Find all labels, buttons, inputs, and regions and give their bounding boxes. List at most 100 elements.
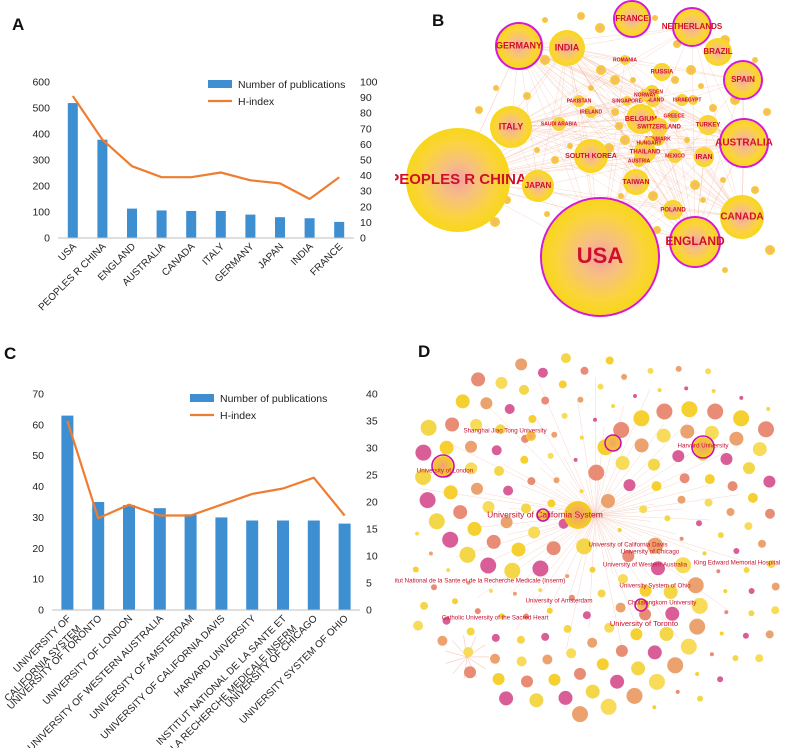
institution-minor-node xyxy=(579,435,584,440)
bar-6 xyxy=(215,210,226,238)
institution-minor-node xyxy=(733,548,740,554)
institution-minor-node xyxy=(622,550,635,563)
country-node-ring xyxy=(669,216,721,268)
country-node xyxy=(671,218,719,266)
institution-minor-node xyxy=(771,582,780,591)
country-label: GREECE xyxy=(663,113,685,119)
country-label: NORWAY xyxy=(634,92,657,98)
institution-minor-node xyxy=(519,384,529,395)
institution-minor-node xyxy=(560,353,571,364)
institution-minor-node xyxy=(538,588,543,593)
institution-label: University of California Davis xyxy=(588,542,667,549)
institution-minor-node xyxy=(618,574,628,584)
minor-node xyxy=(493,85,499,91)
left-tick-label: 30 xyxy=(32,512,44,524)
institution-minor-node xyxy=(551,431,558,438)
institution-minor-node xyxy=(466,627,475,636)
right-tick-label: 70 xyxy=(360,123,372,135)
minor-node xyxy=(765,245,775,255)
country-label: SWEDEN xyxy=(641,89,663,95)
institution-minor-node xyxy=(420,419,437,436)
institution-minor-node xyxy=(471,372,486,387)
country-label: SAUDI ARABIA xyxy=(541,121,578,127)
institution-minor-node xyxy=(528,415,537,423)
institution-minor-node xyxy=(626,687,643,704)
minor-node xyxy=(751,186,759,194)
right-tick-label: 30 xyxy=(366,443,378,455)
right-tick-label: 60 xyxy=(360,139,372,151)
institution-minor-node xyxy=(566,648,577,659)
right-tick-label: 80 xyxy=(360,108,372,120)
country-node xyxy=(585,106,597,118)
left-tick-label: 600 xyxy=(32,77,50,89)
institution-minor-node xyxy=(442,616,451,625)
institution-minor-node xyxy=(500,516,513,529)
institution-minor-node xyxy=(577,396,584,403)
left-tick-label: 40 xyxy=(32,481,44,493)
institution-minor-node xyxy=(752,442,767,457)
institution-minor-node xyxy=(633,410,650,427)
institution-node xyxy=(693,437,713,457)
country-node xyxy=(542,199,658,315)
country-node xyxy=(406,128,510,232)
institution-minor-node xyxy=(521,503,531,514)
institution-minor-node xyxy=(697,695,704,702)
country-label: USA xyxy=(577,243,624,268)
institution-minor-node xyxy=(516,656,527,667)
panel-letter-a: A xyxy=(12,15,24,34)
institution-minor-node xyxy=(652,705,657,710)
minor-node xyxy=(523,92,531,100)
institution-minor-node xyxy=(419,492,436,509)
institution-minor-node xyxy=(704,474,715,485)
country-label: BRAZIL xyxy=(703,47,732,56)
institution-minor-node xyxy=(696,520,702,527)
institution-minor-node xyxy=(529,693,544,708)
institution-minor-node xyxy=(439,440,454,455)
minor-node xyxy=(596,65,606,75)
institution-minor-node xyxy=(604,622,615,633)
institution-minor-node xyxy=(663,585,678,599)
institution-minor-node xyxy=(610,674,625,689)
institution-minor-node xyxy=(553,477,560,484)
right-tick-label: 15 xyxy=(366,524,378,536)
institution-minor-node xyxy=(415,531,420,536)
institution-minor-node xyxy=(499,691,514,706)
institution-label: University System of Ohio xyxy=(619,583,691,590)
bar-9 xyxy=(304,218,315,238)
institution-minor-node xyxy=(766,407,771,411)
left-tick-label: 100 xyxy=(32,207,50,219)
institution-minor-node xyxy=(707,403,724,420)
institution-minor-node xyxy=(704,425,719,440)
institution-minor-node xyxy=(651,481,662,492)
left-tick-label: 60 xyxy=(32,419,44,431)
minor-node xyxy=(611,108,619,116)
country-label: TURKEY xyxy=(696,123,721,129)
institution-node xyxy=(537,510,549,522)
institution-minor-node xyxy=(527,477,536,486)
institution-minor-node xyxy=(623,479,636,492)
institution-minor-node xyxy=(617,528,622,532)
institution-minor-node xyxy=(480,557,497,574)
minor-node xyxy=(610,75,620,85)
institution-minor-node xyxy=(747,492,758,503)
institution-minor-node xyxy=(739,395,744,400)
institution-minor-node xyxy=(679,473,690,484)
institution-minor-node xyxy=(729,431,744,446)
institution-minor-node xyxy=(504,404,515,414)
minor-node xyxy=(752,57,758,63)
minor-node xyxy=(620,135,630,145)
institution-minor-node xyxy=(695,672,700,676)
institution-minor-node xyxy=(755,654,764,663)
left-tick-label: 200 xyxy=(32,181,50,193)
institution-minor-node xyxy=(748,610,755,617)
institution-minor-node xyxy=(542,654,553,665)
institution-label: King Edward Memorial Hospital xyxy=(694,560,780,567)
institution-minor-node xyxy=(613,422,630,438)
country-node xyxy=(522,170,554,202)
country-label: ENGLAND xyxy=(665,234,725,248)
institution-minor-node xyxy=(491,445,502,456)
country-label: GERMANY xyxy=(496,40,542,50)
institution-label: Institut National de la Sante et de la R… xyxy=(395,578,565,585)
institution-minor-node xyxy=(488,588,493,593)
institution-minor-node xyxy=(537,367,548,378)
